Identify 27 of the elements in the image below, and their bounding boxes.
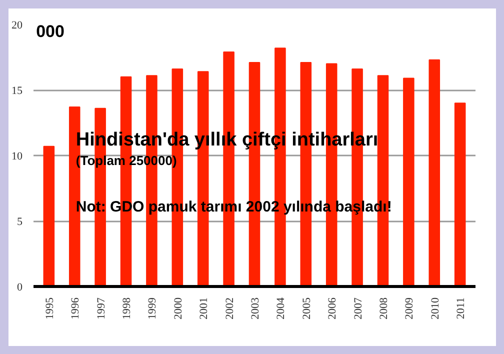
x-tick-label: 2006 [326, 297, 339, 320]
x-tick-label: 2008 [378, 297, 390, 320]
y-tick-label: 10 [12, 150, 23, 162]
bar [428, 59, 440, 286]
x-tick-label: 2003 [250, 297, 262, 320]
annotation: 000 [36, 22, 64, 42]
bar [43, 146, 55, 286]
x-tick-label: 2004 [275, 297, 288, 320]
x-tick-label: 2001 [198, 298, 210, 320]
x-tick-label: 2005 [300, 297, 313, 320]
y-tick-label: 0 [17, 282, 23, 294]
x-tick-label: 1997 [95, 297, 108, 320]
y-tick-label: 5 [17, 216, 23, 228]
x-tick-label: 1995 [44, 297, 56, 320]
x-tick-label: 2009 [404, 297, 416, 320]
x-tick-label: 1998 [121, 297, 134, 320]
x-tick-label: 1996 [70, 297, 82, 320]
y-tick-label: 15 [12, 85, 23, 97]
x-tick-label: 2011 [455, 298, 468, 320]
x-tick-label: 2000 [172, 297, 184, 320]
x-tick-label: 2010 [429, 297, 442, 320]
bar [403, 78, 414, 286]
x-tick-label: 2007 [352, 297, 364, 320]
bar [454, 102, 466, 286]
y-tick-label: 20 [12, 20, 23, 32]
x-tick-label: 2002 [224, 298, 236, 320]
x-tick-label: 1999 [146, 297, 159, 320]
